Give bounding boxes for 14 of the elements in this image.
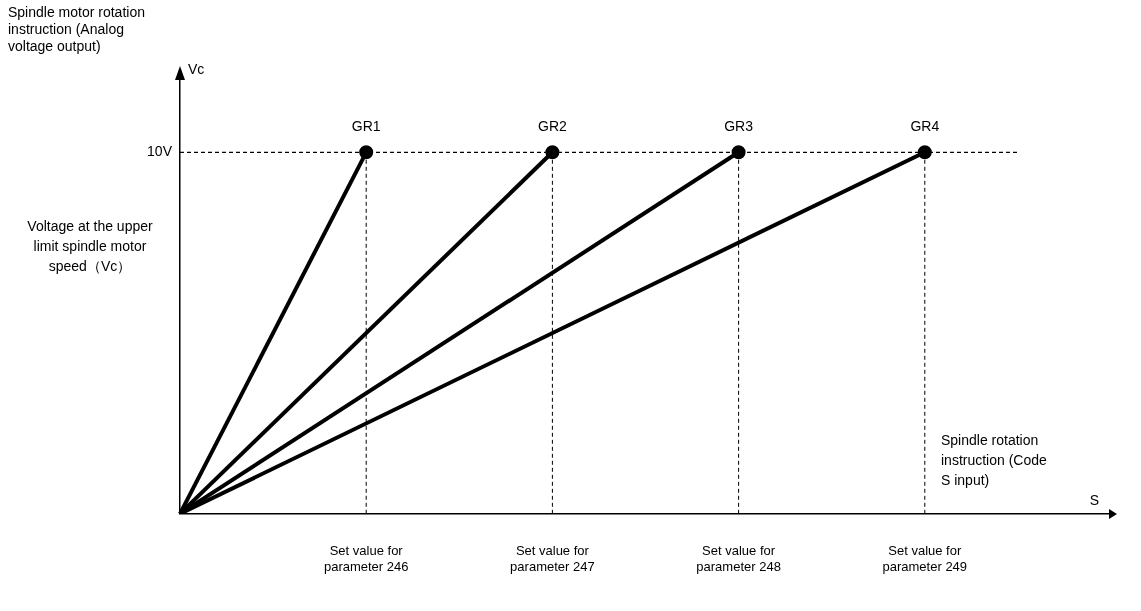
text: Voltage at the upper limit spindle motor speed（Vc） [27,217,153,274]
x-tick-label: Set value for parameter 248 [696,543,781,574]
x-tick-label: Set value for parameter 246 [323,543,409,574]
series-label: GR2 [538,118,567,135]
x-tick-label: Set value for parameter 247 [510,543,595,574]
ref-line-label: 10V [147,143,173,160]
text: Vc [188,60,205,77]
text: Spindle motor rotation instruction (Analog voltage output) [8,3,145,54]
series-label: GR4 [910,118,940,135]
series-label: GR1 [351,118,381,135]
x-axis-title: Spindle rotation instruction (Code S input) [941,431,1048,488]
x-tick-label: Set value for parameter 249 [882,543,968,574]
annotation: S [1089,491,1099,508]
series-label: GR3 [724,118,754,135]
